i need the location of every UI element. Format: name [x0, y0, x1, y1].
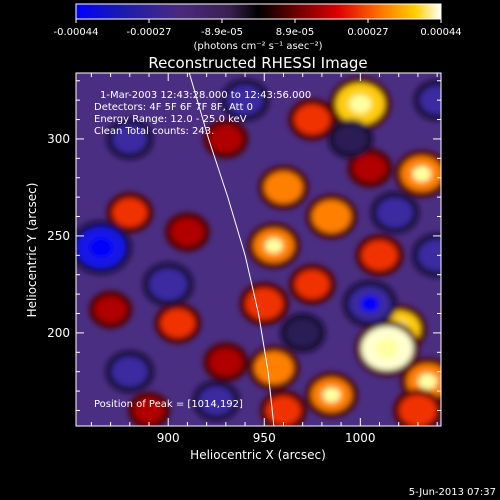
y-tick-label: 250	[47, 229, 70, 243]
source-negative	[334, 125, 368, 153]
source-positive	[264, 171, 303, 204]
colorbar-tick-label: -0.00044	[54, 27, 99, 38]
source-positive	[399, 394, 437, 426]
colorbar	[75, 3, 442, 20]
source-core	[349, 94, 372, 114]
plot-frame	[75, 72, 442, 427]
source-positive	[353, 154, 387, 182]
source-negative	[149, 268, 188, 301]
colorbar-tick-label: -0.00027	[127, 27, 172, 38]
source-core	[322, 387, 341, 403]
annotation-energy-range: Energy Range: 12.0 - 25.0 keV	[94, 114, 247, 125]
chart-title: Reconstructed RHESSI Image	[148, 54, 367, 72]
source-negative	[112, 124, 148, 154]
source-negative	[111, 356, 148, 387]
colorbar-tick-label: 0.00044	[420, 27, 461, 38]
colorbar-ticks: -0.00044 -0.00027 -8.9e-05 8.9e-05 0.00027 0.…	[54, 19, 462, 38]
source-core	[418, 373, 437, 390]
source-positive	[112, 198, 148, 228]
source-positive	[266, 396, 301, 425]
x-tick-label: 950	[253, 431, 276, 445]
source-core	[360, 295, 380, 312]
y-tick-label: 300	[47, 132, 70, 146]
source-negative	[418, 239, 441, 272]
colorbar-label: (photons cm⁻² s⁻¹ asec⁻²)	[193, 41, 322, 52]
y-axis-label: Heliocentric Y (arcsec)	[25, 183, 39, 318]
colorbar-tick-label: -8.9e-05	[201, 27, 243, 38]
source-negative	[286, 319, 320, 347]
axis-ticks: 900 950 1000 200 250 300	[47, 73, 441, 445]
source-positive	[209, 348, 243, 376]
source-core	[264, 238, 283, 254]
source-positive	[361, 240, 398, 271]
source-positive	[245, 288, 283, 320]
source-positive	[294, 104, 331, 135]
annotation-detectors: Detectors: 4F 5F 6F 7F 8F, Att 0	[94, 102, 253, 113]
source-positive	[170, 218, 204, 246]
source-positive	[254, 351, 294, 385]
source-positive	[160, 308, 196, 338]
colorbar-tick-label: 8.9e-05	[276, 27, 314, 38]
source-positive	[312, 200, 351, 233]
source-positive	[295, 270, 330, 299]
source-core	[412, 165, 432, 182]
image-sources	[76, 77, 441, 426]
x-axis-label: Heliocentric X (arcsec)	[190, 448, 326, 462]
colorbar-tick-label: 0.00027	[347, 27, 388, 38]
source-negative	[376, 197, 413, 228]
y-tick-label: 200	[47, 326, 70, 340]
annotation-clean-counts: Clean Total counts: 243.	[94, 126, 214, 137]
x-tick-label: 900	[157, 431, 180, 445]
source-core	[375, 338, 399, 359]
source-negative	[198, 386, 234, 416]
x-tick-label: 1000	[345, 431, 376, 445]
solar-limb-curve	[188, 73, 275, 426]
source-negative	[227, 85, 264, 116]
footer-date: 5-Jun-2013 07:37	[409, 487, 496, 498]
source-positive	[209, 125, 243, 153]
source-positive	[94, 296, 127, 323]
source-positive	[133, 398, 165, 423]
source-negative	[419, 85, 441, 115]
source-core	[89, 238, 113, 257]
annotation-peak-position: Position of Peak = [1014,192]	[94, 399, 243, 410]
annotation-time-range: 1-Mar-2003 12:43:28.000 to 12:43:56.000	[100, 90, 311, 101]
